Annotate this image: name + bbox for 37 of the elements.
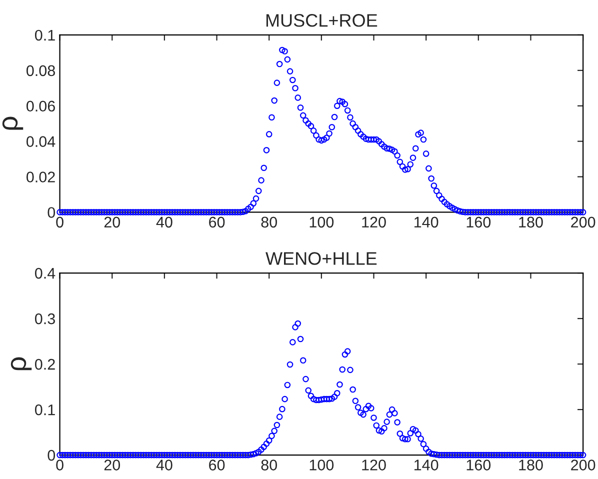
x-tick-label: 160 <box>466 460 491 470</box>
x-tick-label: 0 <box>56 460 64 470</box>
x-tick-label: 40 <box>156 460 172 470</box>
x-tick-label: 160 <box>466 216 491 228</box>
y-tick-label: 0 <box>48 207 56 218</box>
x-tick-label: 140 <box>414 460 438 470</box>
y-tick-label: 0.04 <box>26 136 56 147</box>
y-tick-label: 0.1 <box>34 30 55 41</box>
x-tick-label: 120 <box>362 216 386 228</box>
x-tick-label: 200 <box>571 216 596 228</box>
y-tick-label: 0.06 <box>26 100 55 112</box>
y-tick-label: 0.3 <box>34 313 55 324</box>
y-tick-label: 0.4 <box>34 268 56 279</box>
y-axis-title: ρ <box>2 116 24 130</box>
x-tick-label: 0 <box>56 216 64 228</box>
y-tick-label: 0.1 <box>34 404 55 416</box>
x-tick-label: 60 <box>209 216 225 228</box>
x-tick-label: 180 <box>519 216 543 228</box>
x-tick-label: 140 <box>414 216 438 228</box>
x-tick-label: 60 <box>209 460 225 470</box>
y-tick-label: 0.2 <box>34 358 55 370</box>
chart-title: WENO+HLLE <box>266 252 377 265</box>
x-tick-label: 120 <box>362 460 386 470</box>
y-tick-label: 0.08 <box>26 65 55 76</box>
x-tick-label: 200 <box>571 460 596 470</box>
x-tick-label: 80 <box>261 460 277 470</box>
x-tick-label: 100 <box>310 460 334 470</box>
x-tick-label: 180 <box>519 460 543 470</box>
x-tick-label: 20 <box>104 460 120 470</box>
y-tick-label: 0 <box>48 450 56 461</box>
x-tick-label: 100 <box>310 216 334 228</box>
x-tick-label: 40 <box>156 216 172 228</box>
x-tick-label: 20 <box>104 216 120 228</box>
y-axis-title: ρ <box>10 357 32 370</box>
y-tick-label: 0.02 <box>26 172 55 182</box>
x-tick-label: 80 <box>261 216 277 228</box>
chart-title: MUSCL+ROE <box>266 14 378 27</box>
